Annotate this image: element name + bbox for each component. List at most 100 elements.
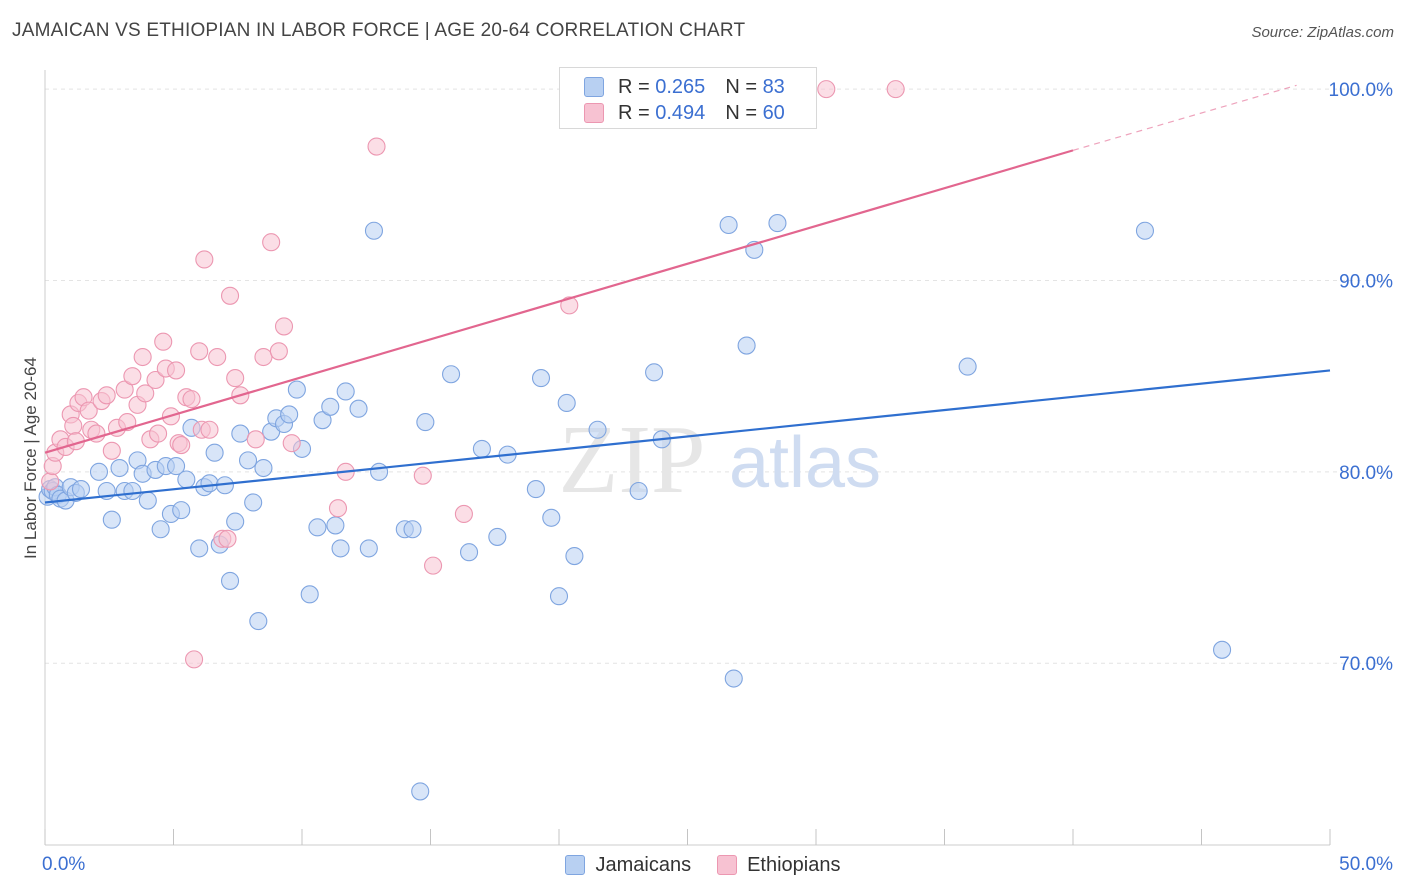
jamaican-point — [442, 365, 461, 384]
jamaican-point — [531, 369, 551, 388]
jamaican-point — [542, 508, 561, 527]
y-tick-label: 70.0% — [1339, 654, 1393, 675]
ethiopian-point — [149, 424, 168, 443]
jamaican-point — [1135, 221, 1155, 240]
ethiopian-point — [133, 347, 152, 367]
legend-r-label: R = — [618, 101, 650, 124]
legend-n-label: N = — [725, 101, 757, 124]
ethiopian-point — [41, 472, 60, 491]
jamaican-point — [724, 669, 743, 688]
jamaican-point — [737, 336, 756, 355]
jamaican-point — [110, 458, 129, 478]
jamaican-point — [565, 546, 584, 566]
jamaican-point — [172, 501, 191, 520]
jamaican-point — [138, 491, 157, 510]
jamaican-point — [411, 782, 430, 801]
legend-n-value: 60 — [762, 101, 785, 124]
jamaican-point — [254, 458, 273, 478]
jamaican-point — [1213, 640, 1232, 659]
ethiopian-point — [886, 80, 905, 99]
jamaican-trend-line — [44, 369, 1331, 504]
jamaican-point — [459, 543, 479, 562]
legend-item-jamaicans[interactable]: Jamaicans — [565, 852, 691, 878]
jamaican-point — [313, 411, 332, 430]
jamaican-point — [151, 520, 170, 539]
ethiopian-trend-line — [44, 149, 1074, 454]
jamaican-point — [226, 512, 245, 531]
ethiopian-point — [64, 416, 83, 435]
jamaican-point — [526, 480, 545, 499]
jamaican-point — [629, 481, 648, 501]
jamaican-point — [321, 397, 340, 416]
legend-item-ethiopians[interactable]: Ethiopians — [717, 852, 841, 878]
jamaican-point — [472, 439, 491, 458]
legend-n-value: 83 — [762, 75, 785, 98]
ethiopian-point — [97, 386, 116, 405]
jamaican-point — [549, 587, 569, 606]
jamaican-point — [205, 443, 224, 462]
ethiopian-point — [172, 436, 191, 455]
ethiopian-point — [190, 342, 209, 361]
legend-label-jamaicans: Jamaicans — [595, 853, 692, 876]
watermark-atlas: atlas — [729, 423, 881, 503]
ethiopian-point — [454, 504, 473, 524]
jamaican-point — [488, 527, 507, 546]
legend-swatch-blue — [584, 77, 604, 97]
ethiopian-point — [328, 499, 348, 518]
ethiopian-point — [136, 384, 155, 403]
ethiopian-point — [246, 430, 265, 449]
ethiopian-point — [424, 556, 443, 575]
jamaican-point — [89, 462, 109, 481]
jamaican-point — [102, 510, 121, 529]
ethiopian-point — [274, 317, 294, 336]
jamaican-point — [416, 413, 435, 432]
jamaican-point — [557, 393, 576, 413]
legend-n-label: N = — [725, 75, 757, 98]
ethiopian-point — [269, 342, 288, 361]
ethiopian-point — [218, 529, 237, 548]
ethiopian-point — [282, 434, 301, 453]
y-axis-label: In Labor Force | Age 20-64 — [21, 357, 40, 559]
jamaican-point — [403, 520, 422, 539]
watermark-zip: ZIP — [559, 406, 706, 514]
ethiopian-point — [146, 370, 165, 390]
jamaican-point — [331, 539, 350, 558]
jamaican-point — [336, 382, 355, 401]
ethiopian-point — [167, 361, 186, 380]
trend-lines — [44, 84, 1331, 504]
ethiopian-trend-extension — [1072, 84, 1297, 151]
ethiopian-point — [817, 80, 836, 99]
x-tick-label: 50.0% — [1339, 854, 1393, 875]
ethiopian-point — [226, 369, 245, 388]
jamaican-point — [359, 539, 378, 558]
ethiopian-point — [200, 420, 219, 439]
y-tick-label: 90.0% — [1339, 271, 1393, 292]
ethiopian-point — [413, 466, 432, 485]
jamaican-point — [588, 420, 607, 439]
jamaican-point — [200, 474, 219, 493]
legend-row-jamaicans: R = 0.265 N = 83 — [584, 74, 785, 100]
jamaican-point — [167, 457, 186, 476]
jamaican-point — [719, 215, 738, 235]
legend-r-label: R = — [618, 75, 650, 98]
ethiopian-point — [79, 401, 98, 420]
ethiopian-point — [185, 650, 204, 669]
ethiopian-point — [560, 296, 579, 315]
ethiopian-point — [262, 233, 281, 252]
jamaican-point — [249, 612, 268, 631]
jamaican-point — [190, 539, 209, 558]
y-tick-label: 100.0% — [1329, 80, 1394, 101]
legend-label-ethiopians: Ethiopians — [747, 853, 841, 876]
jamaican-point — [231, 424, 250, 443]
y-tick-label: 80.0% — [1339, 463, 1393, 484]
legend-swatch-blue — [565, 855, 586, 875]
legend-r-value: 0.494 — [655, 101, 706, 124]
ethiopian-point — [102, 441, 121, 460]
ethiopian-point — [123, 367, 142, 386]
ethiopian-point — [182, 390, 201, 409]
legend-row-ethiopians: R = 0.494 N = 60 — [584, 100, 785, 126]
jamaican-point — [123, 481, 142, 501]
jamaican-point — [370, 462, 389, 481]
jamaican-point — [238, 451, 258, 470]
jamaican-point — [958, 357, 977, 376]
